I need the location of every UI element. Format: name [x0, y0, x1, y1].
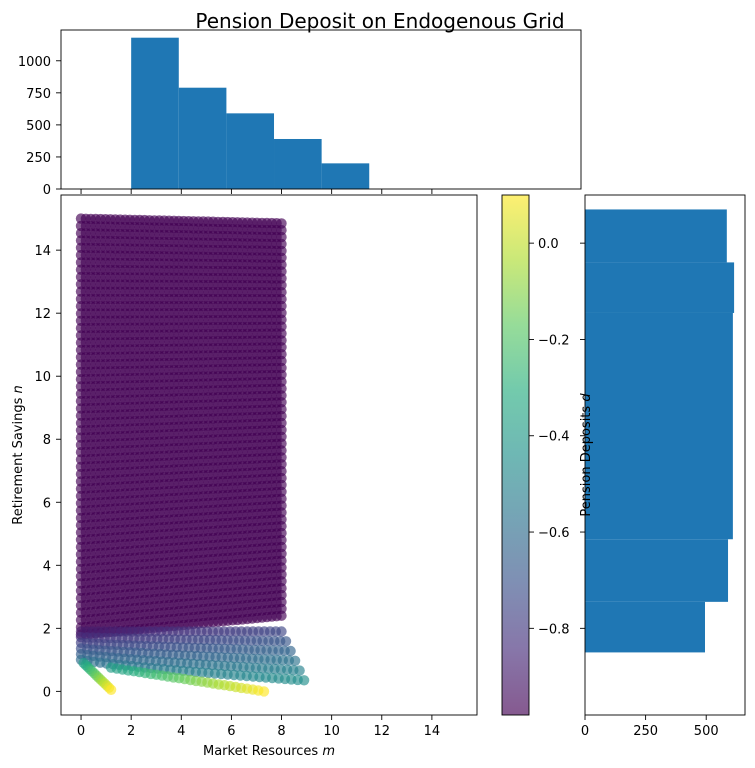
- colorbar-gradient: [501, 194, 530, 716]
- colorbar-tick-label: −0.8: [538, 622, 570, 637]
- main-xticks: 0 2 4 6 8 10 12 14: [77, 715, 440, 739]
- top-histogram: 0 250 500 750 1000: [18, 29, 582, 198]
- main-ytick-label: 0: [43, 685, 51, 700]
- scatter-point: [298, 675, 310, 686]
- main-ytick-label: 14: [34, 244, 51, 259]
- main-frame: [60, 194, 478, 716]
- main-xtick-label: 4: [177, 724, 185, 739]
- main-yticks: 0 2 4 6 8 10 12 14: [34, 244, 61, 700]
- colorbar-label-var: d: [579, 393, 594, 402]
- figure-title: Pension Deposit on Endogenous Grid: [195, 9, 564, 33]
- main-ytick-label: 4: [43, 559, 51, 574]
- scatter-point: [289, 655, 301, 666]
- main-xtick-label: 8: [277, 724, 285, 739]
- top-histogram-bar: [274, 138, 322, 189]
- main-ytick-label: 6: [43, 496, 51, 511]
- right-histogram: 0 250 500: [580, 194, 746, 739]
- right-histogram-bar: [585, 601, 705, 653]
- right-xtick-label: 500: [694, 724, 719, 739]
- scatter-point: [105, 684, 117, 695]
- right-histogram-bar: [585, 209, 727, 263]
- scatter-point: [276, 626, 287, 637]
- main-xtick-label: 6: [227, 724, 235, 739]
- main-scatter: 0 2 4 6 8 10 12 14 0 2 4 6 8 10 12 14 Market Resources…: [11, 194, 478, 759]
- top-histogram-frame: [60, 29, 582, 190]
- main-ylabel-text: Retirement Savings: [11, 393, 26, 524]
- top-ytick-label: 1000: [18, 55, 51, 70]
- scatter-point: [280, 636, 292, 647]
- scatter-point: [294, 665, 305, 676]
- main-ylabel: Retirement Savings n: [11, 385, 26, 525]
- colorbar-label-text: Pension Deposits: [579, 402, 594, 517]
- scatter-point: [258, 686, 270, 697]
- colorbar-tick-label: −0.2: [538, 333, 570, 348]
- top-ytick-label: 0: [43, 183, 51, 198]
- top-histogram-bar: [178, 87, 227, 189]
- top-histogram-bar: [321, 163, 370, 189]
- main-xtick-label: 14: [424, 724, 441, 739]
- top-ytick-label: 750: [26, 87, 51, 102]
- top-ytick-label: 500: [26, 119, 51, 134]
- main-xlabel-text: Market Resources: [203, 744, 322, 759]
- right-xtick-label: 0: [581, 724, 589, 739]
- right-histogram-bars: [585, 209, 735, 653]
- right-histogram-yticks: [580, 242, 585, 629]
- main-xtick-label: 12: [373, 724, 390, 739]
- colorbar-tick-label: −0.4: [538, 430, 570, 445]
- colorbar: 0.0 −0.2 −0.4 −0.6 −0.8: [501, 194, 570, 716]
- main-xtick-label: 0: [77, 724, 85, 739]
- main-ytick-label: 10: [34, 370, 51, 385]
- scatter-point: [285, 645, 296, 657]
- main-ytick-label: 12: [34, 307, 51, 322]
- right-histogram-bar: [585, 262, 735, 313]
- main-xlabel: Market Resources m: [203, 744, 335, 759]
- scatter-point: [276, 218, 287, 229]
- right-histogram-xticks: 0 250 500: [581, 715, 719, 739]
- top-histogram-bars: [131, 37, 370, 190]
- main-xtick-label: 10: [323, 724, 340, 739]
- right-histogram-bar: [585, 539, 729, 602]
- main-ylabel-var: n: [11, 385, 26, 393]
- main-xtick-label: 2: [127, 724, 135, 739]
- colorbar-tick-label: 0.0: [538, 237, 559, 252]
- colorbar-label: Pension Deposits d: [579, 393, 594, 517]
- top-histogram-bar: [226, 113, 275, 189]
- right-histogram-bar: [585, 312, 733, 540]
- right-xtick-label: 250: [633, 724, 658, 739]
- top-ytick-label: 250: [26, 151, 51, 166]
- colorbar-ticks: 0.0 −0.2 −0.4 −0.6 −0.8: [529, 237, 570, 637]
- top-histogram-bar: [131, 37, 179, 190]
- top-histogram-yticks: 0 250 500 750 1000: [18, 55, 61, 198]
- main-ytick-label: 2: [43, 622, 51, 637]
- main-ytick-label: 8: [43, 433, 51, 448]
- right-histogram-frame: [584, 194, 746, 716]
- main-xlabel-var: m: [322, 744, 335, 759]
- top-histogram-xticks: [80, 189, 433, 194]
- colorbar-tick-label: −0.6: [538, 526, 570, 541]
- scatter-points: [75, 213, 310, 697]
